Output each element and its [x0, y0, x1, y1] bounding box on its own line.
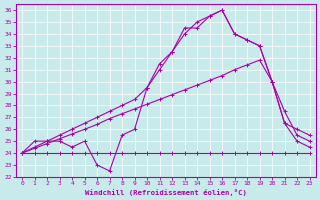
X-axis label: Windchill (Refroidissement éolien,°C): Windchill (Refroidissement éolien,°C) — [85, 189, 247, 196]
